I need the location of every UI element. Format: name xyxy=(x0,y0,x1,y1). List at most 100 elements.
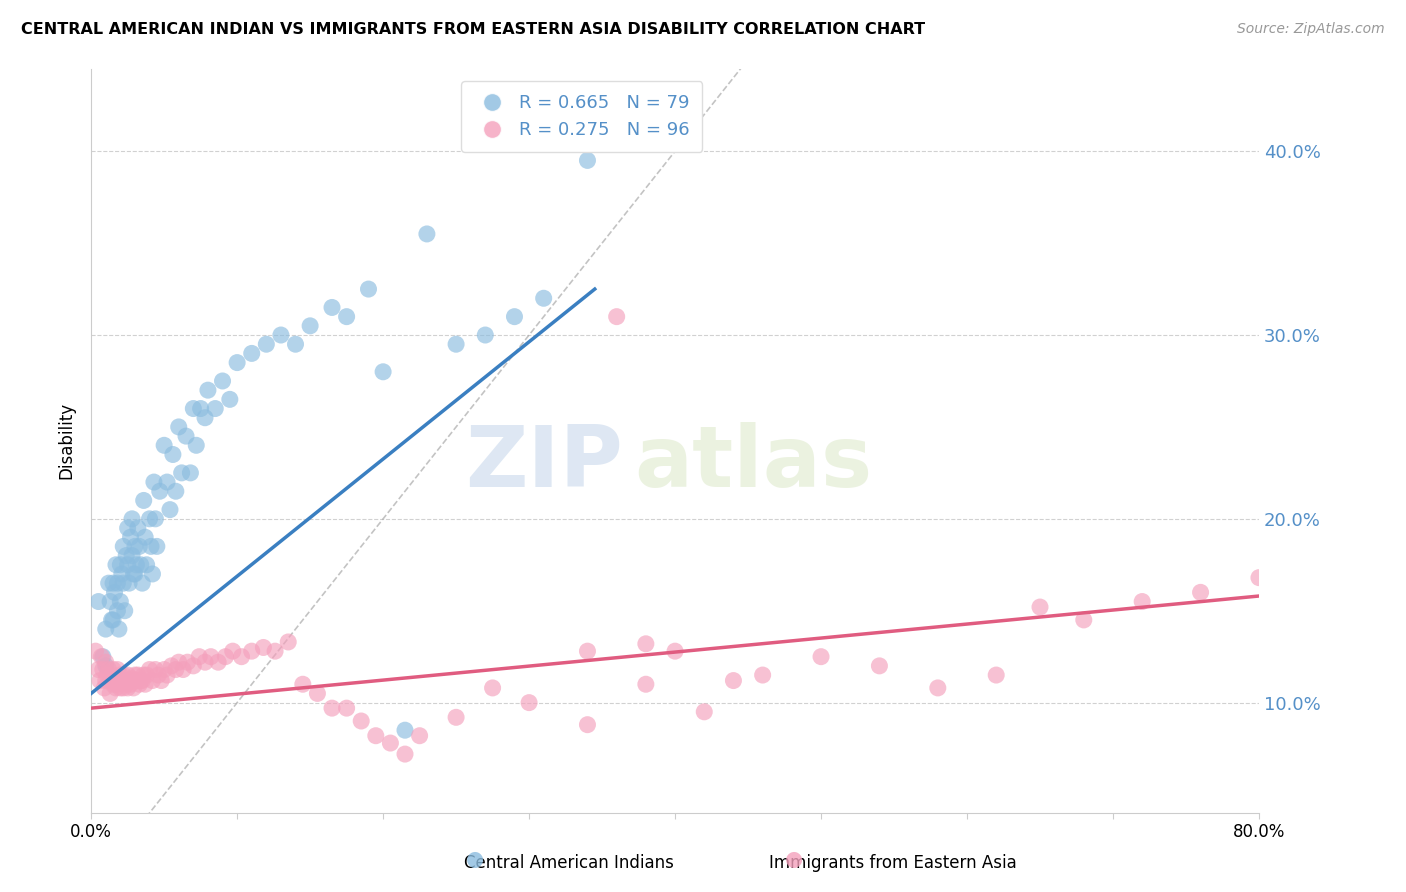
Point xyxy=(124,540,146,554)
Point xyxy=(132,668,155,682)
Point xyxy=(117,681,139,695)
Point xyxy=(97,576,120,591)
Point xyxy=(91,663,114,677)
Point xyxy=(101,677,124,691)
Point xyxy=(108,622,131,636)
Point xyxy=(240,644,263,658)
Point xyxy=(517,696,540,710)
Point xyxy=(110,558,132,572)
Point xyxy=(104,681,127,695)
Point xyxy=(108,673,131,688)
Point xyxy=(183,658,205,673)
Point xyxy=(222,644,245,658)
Point xyxy=(94,622,117,636)
Point xyxy=(1189,585,1212,599)
Point xyxy=(277,635,299,649)
Point xyxy=(204,401,226,416)
Point xyxy=(664,644,686,658)
Point xyxy=(128,677,150,691)
Point xyxy=(117,521,139,535)
Point xyxy=(264,644,287,658)
Point xyxy=(138,512,160,526)
Point xyxy=(240,346,263,360)
Point xyxy=(117,668,139,682)
Text: Central American Indians: Central American Indians xyxy=(464,855,675,872)
Point xyxy=(371,365,394,379)
Point xyxy=(118,576,141,591)
Point xyxy=(214,649,236,664)
Point xyxy=(162,448,184,462)
Point xyxy=(194,410,217,425)
Point xyxy=(179,466,201,480)
Point xyxy=(174,429,197,443)
Point xyxy=(141,566,163,581)
Point xyxy=(211,374,233,388)
Point xyxy=(481,681,503,695)
Point xyxy=(291,677,314,691)
Point xyxy=(148,668,170,682)
Text: ZIP: ZIP xyxy=(465,422,623,505)
Point xyxy=(336,701,359,715)
Point xyxy=(176,655,198,669)
Point xyxy=(91,649,114,664)
Point xyxy=(986,668,1008,682)
Legend: R = 0.665   N = 79, R = 0.275   N = 96: R = 0.665 N = 79, R = 0.275 N = 96 xyxy=(461,81,702,152)
Text: Immigrants from Eastern Asia: Immigrants from Eastern Asia xyxy=(769,855,1017,872)
Point xyxy=(927,681,949,695)
Point xyxy=(94,658,117,673)
Point xyxy=(357,282,380,296)
Point xyxy=(218,392,240,407)
Point xyxy=(98,686,121,700)
Point xyxy=(103,585,125,599)
Point xyxy=(107,663,129,677)
Point xyxy=(101,576,124,591)
Point xyxy=(336,310,359,324)
Point xyxy=(693,705,716,719)
Point xyxy=(114,673,136,688)
Point xyxy=(103,673,125,688)
Point xyxy=(533,291,555,305)
Point xyxy=(110,594,132,608)
Text: ●: ● xyxy=(467,849,484,869)
Point xyxy=(129,558,152,572)
Point xyxy=(90,649,112,664)
Point xyxy=(145,512,167,526)
Point xyxy=(183,401,205,416)
Point xyxy=(576,717,599,731)
Point xyxy=(139,540,162,554)
Point xyxy=(188,649,211,664)
Point xyxy=(121,549,143,563)
Point xyxy=(84,644,107,658)
Point xyxy=(142,475,165,489)
Point xyxy=(153,438,176,452)
Point xyxy=(186,438,208,452)
Point xyxy=(226,355,249,369)
Point xyxy=(87,663,110,677)
Point xyxy=(1029,600,1052,615)
Point xyxy=(200,649,222,664)
Point xyxy=(146,540,169,554)
Point xyxy=(112,540,135,554)
Point xyxy=(364,729,387,743)
Point xyxy=(107,677,129,691)
Point xyxy=(107,604,129,618)
Point xyxy=(138,663,160,677)
Point xyxy=(380,736,402,750)
Point xyxy=(149,484,172,499)
Y-axis label: Disability: Disability xyxy=(58,402,75,479)
Point xyxy=(87,594,110,608)
Point xyxy=(94,655,117,669)
Point xyxy=(165,484,187,499)
Point xyxy=(307,686,329,700)
Point xyxy=(194,655,217,669)
Point xyxy=(270,328,292,343)
Point xyxy=(97,663,120,677)
Point xyxy=(134,677,156,691)
Point xyxy=(121,672,143,686)
Point xyxy=(254,337,277,351)
Point xyxy=(118,673,141,688)
Point xyxy=(125,558,148,572)
Point xyxy=(100,668,122,682)
Text: CENTRAL AMERICAN INDIAN VS IMMIGRANTS FROM EASTERN ASIA DISABILITY CORRELATION C: CENTRAL AMERICAN INDIAN VS IMMIGRANTS FR… xyxy=(21,22,925,37)
Point xyxy=(1130,594,1153,608)
